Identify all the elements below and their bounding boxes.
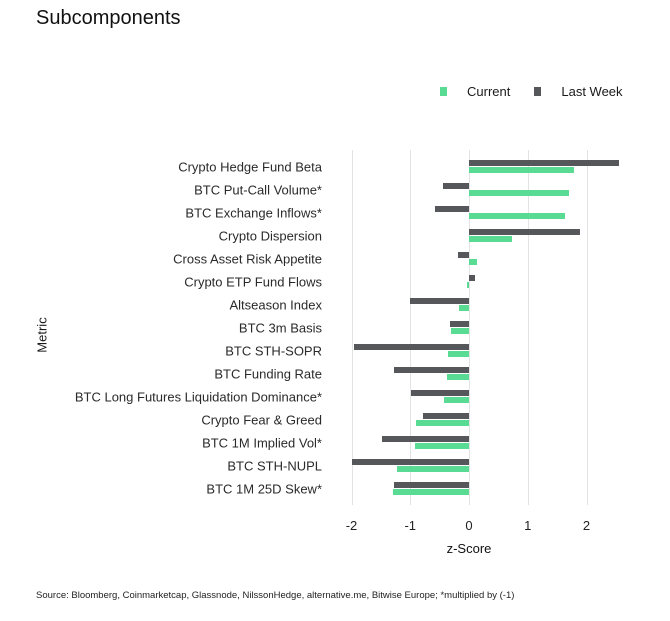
source-note: Source: Bloomberg, Coinmarketcap, Glassn…: [36, 590, 515, 601]
bar-last-week: [469, 275, 475, 281]
category-label: Cross Asset Risk Appetite: [173, 251, 322, 267]
legend-swatch-last-week: [534, 87, 542, 96]
bar-last-week: [382, 436, 469, 442]
category-label: BTC STH-SOPR: [225, 343, 322, 359]
bar-current: [448, 351, 469, 357]
category-label: Crypto Hedge Fund Beta: [178, 159, 322, 175]
category-label: BTC Long Futures Liquidation Dominance*: [74, 389, 322, 405]
category-label: Crypto ETP Fund Flows: [184, 274, 322, 290]
legend-item-current: Current: [440, 84, 510, 99]
bar-current: [396, 466, 469, 472]
bar-current: [414, 443, 469, 449]
bar-current: [443, 397, 469, 403]
bar-last-week: [422, 413, 469, 419]
x-tick-label: 1: [524, 518, 532, 533]
bar-current: [469, 167, 575, 173]
legend-item-last-week: Last Week: [534, 84, 623, 99]
legend: Current Last Week: [440, 84, 647, 99]
gridline: [469, 150, 470, 505]
bar-last-week: [469, 229, 581, 235]
bar-last-week: [393, 482, 469, 488]
category-label: BTC 1M 25D Skew*: [206, 481, 322, 497]
bar-current: [415, 420, 469, 426]
category-label: BTC 1M Implied Vol*: [202, 435, 322, 451]
bar-current: [469, 213, 565, 219]
bar-last-week: [393, 367, 469, 373]
category-label: Crypto Fear & Greed: [201, 412, 322, 428]
bar-current: [469, 190, 569, 196]
bar-last-week: [409, 298, 469, 304]
bar-last-week: [410, 390, 469, 396]
bar-current: [469, 259, 478, 265]
bar-current: [392, 489, 469, 495]
category-label: BTC Funding Rate: [214, 366, 322, 382]
x-tick-label: 2: [582, 518, 591, 533]
legend-label-current: Current: [467, 84, 511, 99]
bar-last-week: [352, 459, 469, 465]
x-tick-label: -2: [345, 518, 358, 533]
category-label: BTC Exchange Inflows*: [185, 205, 322, 221]
x-tick-label: -1: [404, 518, 417, 533]
bar-last-week: [469, 160, 619, 166]
bar-last-week: [353, 344, 469, 350]
category-label: Crypto Dispersion: [218, 228, 322, 244]
bar-last-week: [443, 183, 469, 189]
chart-title: Subcomponents: [36, 7, 181, 29]
legend-label-last-week: Last Week: [561, 84, 623, 99]
bar-last-week: [457, 252, 469, 258]
category-label: Altseason Index: [229, 297, 322, 313]
x-axis-label: z-Score: [446, 541, 492, 556]
category-label: BTC STH-NUPL: [227, 458, 322, 474]
bar-current: [469, 236, 513, 242]
gridline: [586, 150, 588, 505]
bar-current: [447, 374, 469, 380]
gridline: [351, 150, 353, 505]
bar-last-week: [434, 206, 469, 212]
bar-current: [459, 305, 469, 311]
category-label: BTC 3m Basis: [238, 320, 322, 336]
gridline: [527, 150, 529, 505]
bar-last-week: [449, 321, 469, 327]
legend-swatch-current: [440, 87, 447, 96]
category-label: BTC Put-Call Volume*: [194, 182, 322, 198]
gridline: [410, 150, 412, 505]
bar-current: [451, 328, 469, 334]
bar-current: [466, 282, 469, 288]
x-tick-label: 0: [465, 518, 473, 533]
